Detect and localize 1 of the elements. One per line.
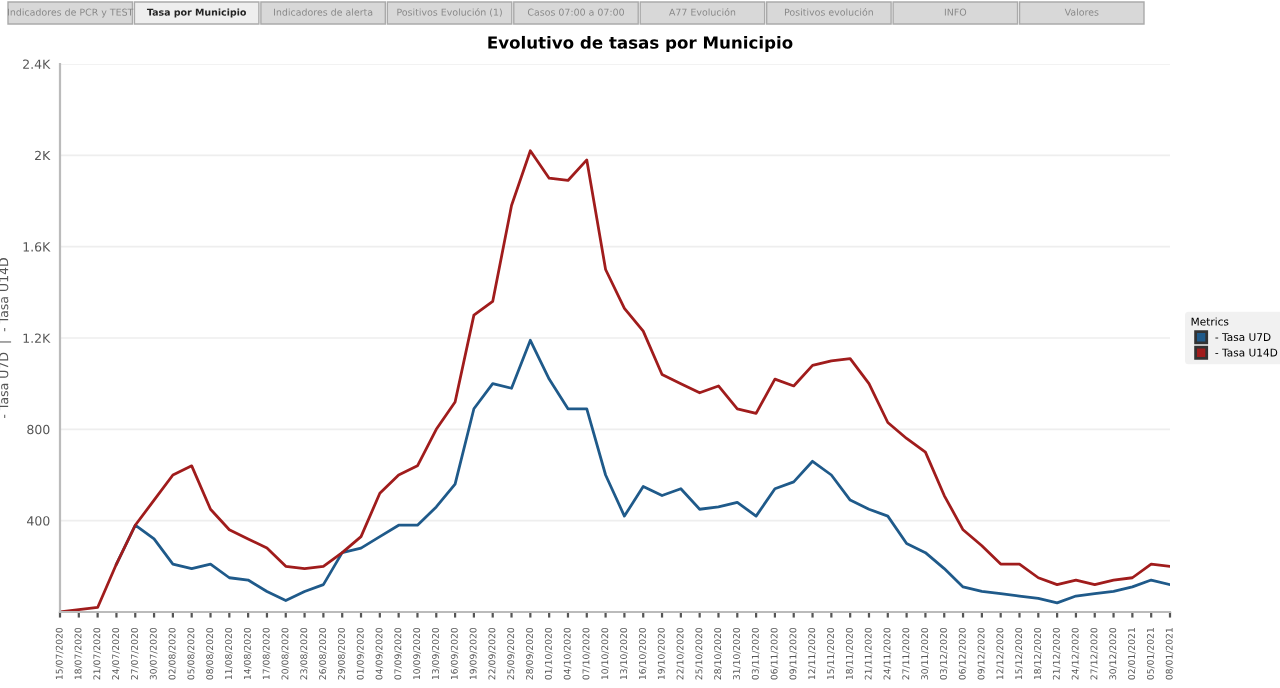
chart-title: Evolutivo de tasas por Municipio	[488, 35, 793, 53]
